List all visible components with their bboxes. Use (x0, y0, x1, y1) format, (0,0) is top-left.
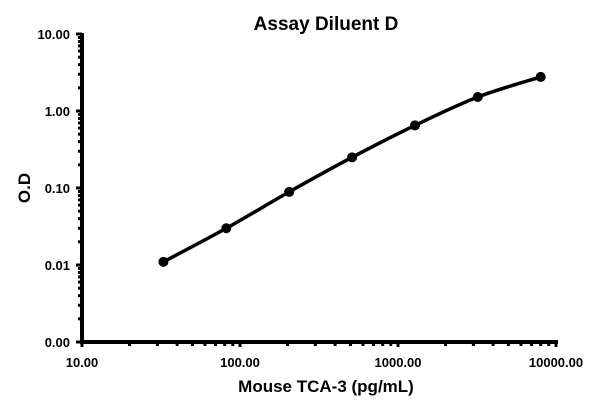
y-tick-label: 0.00 (45, 335, 70, 350)
data-point-marker (284, 186, 295, 197)
chart-title: Assay Diluent D (254, 14, 399, 35)
y-tick-label: 0.10 (45, 181, 70, 196)
x-tick-label: 1000.00 (375, 355, 422, 370)
data-point-marker (472, 91, 483, 102)
data-point-marker (158, 256, 169, 267)
x-axis (80, 340, 558, 347)
y-tick-label: 0.01 (45, 258, 70, 273)
data-point-marker (221, 223, 232, 234)
x-tick-labels: 10.00 100.00 1000.00 10000.00 (66, 355, 583, 370)
x-axis-label: Mouse TCA-3 (pg/mL) (238, 377, 414, 396)
y-axis (76, 32, 84, 344)
y-axis-label: O.D (15, 173, 34, 203)
data-point-marker (347, 152, 358, 163)
x-tick-label: 100.00 (220, 355, 260, 370)
x-tick-label: 10000.00 (529, 355, 583, 370)
data-series (158, 71, 546, 267)
y-tick-label: 10.00 (37, 27, 70, 42)
data-point-marker (535, 71, 546, 82)
y-tick-label: 1.00 (45, 104, 70, 119)
y-tick-labels: 10.00 1.00 0.10 0.01 0.00 (37, 27, 70, 350)
x-tick-label: 10.00 (66, 355, 99, 370)
series-line (162, 75, 542, 264)
data-point-marker (409, 120, 420, 131)
